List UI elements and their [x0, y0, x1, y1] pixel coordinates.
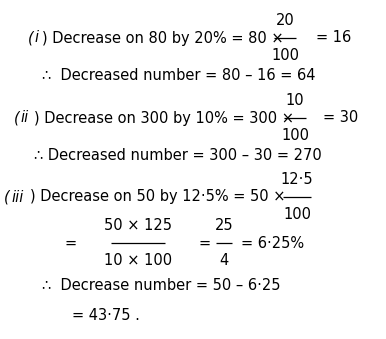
Text: iii: iii — [11, 190, 24, 204]
Text: 50 × 125: 50 × 125 — [104, 218, 172, 233]
Text: ) Decrease on 80 by 20% = 80 ×: ) Decrease on 80 by 20% = 80 × — [42, 31, 284, 45]
Text: = 16: = 16 — [316, 31, 351, 45]
Text: ii: ii — [20, 111, 28, 125]
Text: 4: 4 — [219, 253, 229, 268]
Text: ∴ Decreased number = 300 – 30 = 270: ∴ Decreased number = 300 – 30 = 270 — [34, 147, 322, 162]
Text: 100: 100 — [271, 48, 299, 63]
Text: (: ( — [4, 190, 10, 204]
Text: (: ( — [14, 111, 20, 125]
Text: 10 × 100: 10 × 100 — [104, 253, 172, 268]
Text: = 43·75 .: = 43·75 . — [72, 307, 140, 322]
Text: = 30: = 30 — [323, 111, 358, 125]
Text: 100: 100 — [281, 128, 309, 143]
Text: 20: 20 — [276, 13, 295, 28]
Text: i: i — [34, 31, 38, 45]
Text: 100: 100 — [283, 207, 311, 222]
Text: ∴  Decreased number = 80 – 16 = 64: ∴ Decreased number = 80 – 16 = 64 — [42, 67, 315, 82]
Text: 25: 25 — [215, 218, 233, 233]
Text: 12·5: 12·5 — [281, 172, 313, 187]
Text: ∴  Decrease number = 50 – 6·25: ∴ Decrease number = 50 – 6·25 — [42, 278, 281, 293]
Text: =: = — [198, 236, 210, 251]
Text: =: = — [65, 236, 77, 251]
Text: = 6·25%: = 6·25% — [241, 236, 304, 251]
Text: (: ( — [28, 31, 34, 45]
Text: ) Decrease on 50 by 12·5% = 50 ×: ) Decrease on 50 by 12·5% = 50 × — [30, 190, 286, 204]
Text: 10: 10 — [286, 93, 304, 108]
Text: ) Decrease on 300 by 10% = 300 ×: ) Decrease on 300 by 10% = 300 × — [34, 111, 294, 125]
